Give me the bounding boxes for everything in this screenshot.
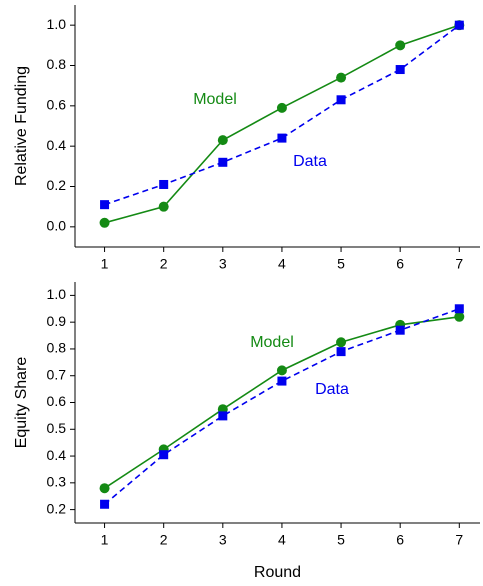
- marker: [99, 483, 110, 494]
- marker: [218, 411, 228, 421]
- y-tick-label: 0.6: [47, 393, 67, 409]
- x-tick-label: 7: [455, 256, 463, 272]
- marker: [100, 499, 110, 509]
- x-tick-label: 1: [101, 256, 109, 272]
- x-tick-label: 3: [219, 532, 227, 548]
- x-tick-label: 2: [160, 256, 168, 272]
- marker: [336, 72, 347, 83]
- marker: [454, 20, 464, 30]
- y-tick-label: 0.0: [47, 218, 67, 234]
- y-tick-label: 0.6: [47, 97, 67, 113]
- marker: [336, 95, 346, 105]
- x-tick-label: 4: [278, 532, 286, 548]
- marker: [276, 102, 287, 113]
- y-tick-label: 0.7: [47, 366, 67, 382]
- y-tick-label: 0.4: [47, 137, 67, 153]
- marker: [277, 133, 287, 143]
- y-tick-label: 1.0: [47, 16, 67, 32]
- marker: [395, 325, 405, 335]
- marker: [336, 347, 346, 357]
- marker: [218, 157, 228, 167]
- series-label: Data: [293, 153, 327, 170]
- marker: [159, 179, 169, 189]
- series-line: [104, 24, 460, 206]
- series-label: Data: [315, 381, 349, 398]
- x-tick-label: 4: [278, 256, 286, 272]
- x-tick-label: 3: [219, 256, 227, 272]
- x-tick-label: 5: [337, 532, 345, 548]
- x-tick-label: 6: [396, 256, 404, 272]
- marker: [159, 450, 169, 460]
- x-tick-label: 1: [101, 532, 109, 548]
- marker: [395, 40, 406, 51]
- marker: [336, 337, 347, 348]
- x-tick-label: 5: [337, 256, 345, 272]
- marker: [276, 365, 287, 376]
- x-tick-label: 6: [396, 532, 404, 548]
- series-label: Model: [193, 91, 237, 108]
- marker: [454, 311, 465, 322]
- x-axis-label: Round: [254, 564, 301, 581]
- y-tick-label: 0.9: [47, 313, 67, 329]
- x-tick-label: 2: [160, 532, 168, 548]
- marker: [395, 65, 405, 75]
- y-tick-label: 0.4: [47, 447, 67, 463]
- y-tick-label: 0.8: [47, 340, 67, 356]
- marker: [217, 135, 228, 146]
- marker: [99, 217, 110, 228]
- x-tick-label: 7: [455, 532, 463, 548]
- y-axis-label: Relative Funding: [13, 66, 30, 186]
- series-line: [104, 24, 460, 224]
- marker: [100, 200, 110, 210]
- series-label: Model: [250, 334, 294, 351]
- y-tick-label: 0.2: [47, 177, 67, 193]
- y-tick-label: 0.8: [47, 56, 67, 72]
- marker: [454, 304, 464, 314]
- marker: [158, 201, 169, 212]
- y-axis-label: Equity Share: [13, 357, 30, 449]
- y-tick-label: 0.5: [47, 420, 67, 436]
- y-tick-label: 0.3: [47, 474, 67, 490]
- y-tick-label: 0.2: [47, 500, 67, 516]
- marker: [277, 376, 287, 386]
- y-tick-label: 1.0: [47, 286, 67, 302]
